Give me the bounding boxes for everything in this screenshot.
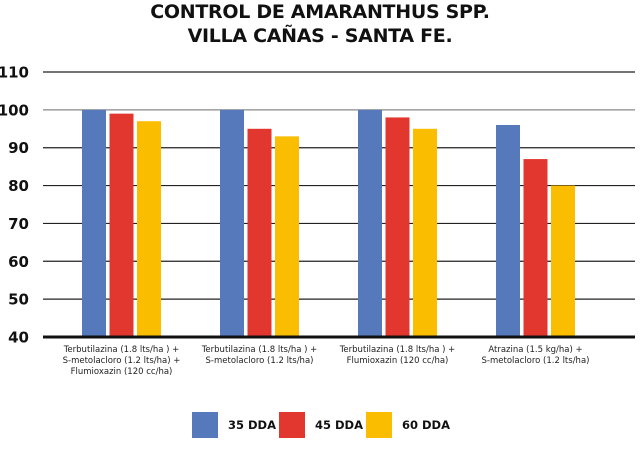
x-tick-label: Terbutilazina (1.8 lts/ha ) + Flumioxazin… — [339, 345, 456, 366]
y-tick-label: 60 — [8, 253, 29, 271]
y-tick-label: 110 — [0, 64, 29, 82]
x-tick-label: Terbutilazina (1.8 lts/ha ) + S-metolaclo… — [201, 345, 318, 366]
bar-35-dda-2 — [358, 109, 382, 337]
x-tick-label: Atrazina (1.5 kg/ha) + S-metolacloro (1.2… — [482, 345, 590, 366]
legend-swatch — [279, 412, 305, 438]
bar-60-dda-0 — [137, 121, 161, 337]
bar-60-dda-3 — [551, 185, 575, 337]
y-tick-label: 70 — [8, 215, 29, 233]
bar-45-dda-2 — [385, 117, 410, 337]
y-tick-label: 90 — [8, 139, 29, 157]
x-tick-label: Terbutilazina (1.8 lts/ha ) + S-metolaclo… — [63, 345, 181, 377]
bar-60-dda-1 — [275, 136, 299, 337]
legend-label: 35 DDA — [228, 418, 276, 432]
bar-35-dda-0 — [82, 109, 106, 337]
chart-subtitle: VILLA CAÑAS - SANTA FE. — [187, 25, 453, 47]
legend: 35 DDA 45 DDA 60 DDA — [0, 412, 640, 440]
bar-35-dda-1 — [220, 109, 244, 337]
bars — [82, 109, 575, 338]
chart-title: CONTROL DE AMARANTHUS SPP. — [150, 1, 490, 23]
bar-45-dda-3 — [523, 159, 548, 337]
x-axis-labels: Terbutilazina (1.8 lts/ha ) + S-metolaclo… — [63, 345, 590, 377]
bar-60-dda-2 — [413, 128, 437, 337]
bar-45-dda-0 — [109, 113, 134, 338]
legend-swatch — [192, 412, 218, 438]
y-tick-label: 40 — [8, 329, 29, 347]
legend-label: 60 DDA — [402, 418, 450, 432]
bar-45-dda-1 — [247, 128, 272, 337]
bar-35-dda-3 — [496, 125, 520, 337]
y-tick-label: 80 — [8, 177, 29, 195]
y-tick-label: 50 — [8, 291, 29, 309]
y-tick-label: 100 — [0, 101, 29, 119]
y-axis-ticks: 40 50 60 70 80 90 100 110 — [0, 64, 29, 347]
legend-swatch — [366, 412, 392, 438]
legend-label: 45 DDA — [315, 418, 363, 432]
